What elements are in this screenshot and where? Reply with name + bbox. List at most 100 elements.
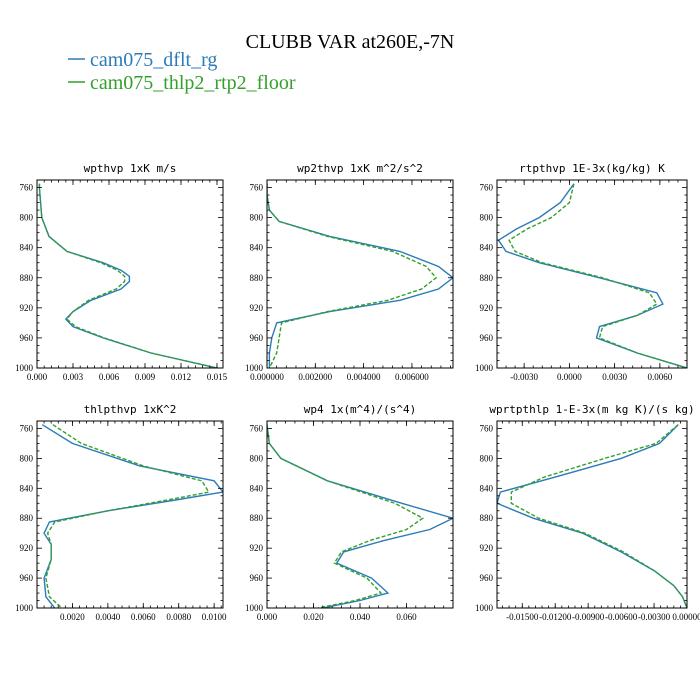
series-line-2 (38, 183, 218, 368)
x-tick-label: 0.0100 (202, 612, 227, 622)
panel-title: wp4 1x(m^4)/(s^4) (304, 403, 417, 416)
panels: wpthvp 1xK m/s76080084088092096010000.00… (15, 162, 700, 622)
series-line-1 (497, 183, 687, 368)
y-tick-label: 880 (250, 513, 264, 523)
legend-label-2: cam075_thlp2_rtp2_floor (90, 72, 296, 94)
x-tick-label: 0.006 (99, 372, 120, 382)
y-tick-label: 1000 (245, 603, 264, 613)
y-tick-label: 920 (250, 303, 264, 313)
y-tick-label: 880 (480, 273, 494, 283)
series-line-1 (41, 424, 223, 608)
y-tick-label: 760 (250, 423, 264, 433)
y-tick-label: 800 (250, 453, 264, 463)
plot-frame (36, 420, 224, 609)
panel-title: wpthvp 1xK m/s (84, 162, 177, 175)
x-tick-label: 0.00000 (672, 612, 700, 622)
legend: cam075_dflt_rg cam075_thlp2_rtp2_floor (68, 49, 296, 94)
y-tick-label: 760 (480, 423, 494, 433)
y-tick-label: 1000 (15, 363, 34, 373)
plot-frame (266, 420, 454, 609)
x-tick-label: 0.003 (63, 372, 84, 382)
x-tick-label: 0.0000 (557, 372, 582, 382)
y-tick-label: 840 (480, 483, 494, 493)
panel-3: rtpthvp 1E-3x(kg/kg) K 760 800 840 880 920 960… (475, 162, 688, 382)
x-tick-label: -0.01200 (539, 612, 572, 622)
plot-frame (266, 179, 454, 369)
y-tick-label: 800 (20, 213, 34, 223)
x-tick-label: 0.015 (207, 372, 228, 382)
plot-frame (496, 179, 688, 369)
panel-title: wprtpthlp 1-E-3x(m kg K)/(s kg) (489, 403, 694, 416)
y-tick-label: 760 (20, 183, 34, 193)
y-tick-label: 760 (480, 183, 494, 193)
x-tick-label: 0.012 (171, 372, 191, 382)
x-tick-label: -0.00300 (638, 612, 671, 622)
y-tick-label: 960 (480, 333, 494, 343)
panel-5: wp4 1x(m^4)/(s^4)76080084088092096010000… (245, 403, 454, 622)
series-line-1 (38, 183, 218, 368)
x-tick-label: 0.002000 (298, 372, 332, 382)
series-line-2 (267, 183, 438, 368)
panel-1: wpthvp 1xK m/s76080084088092096010000.00… (15, 162, 228, 382)
series-line-2 (510, 424, 687, 608)
y-tick-label: 1000 (245, 363, 264, 373)
y-tick-label: 960 (250, 573, 264, 583)
x-tick-label: 0.0040 (95, 612, 120, 622)
series-line-1 (267, 183, 453, 368)
y-tick-label: 800 (20, 453, 34, 463)
x-tick-label: 0.040 (350, 612, 371, 622)
y-tick-label: 840 (250, 483, 264, 493)
x-tick-label: 0.0080 (166, 612, 191, 622)
y-tick-label: 800 (250, 213, 264, 223)
series-line-2 (267, 424, 425, 608)
x-tick-label: 0.004000 (347, 372, 381, 382)
x-tick-label: -0.0030 (510, 372, 538, 382)
x-tick-label: 0.020 (303, 612, 324, 622)
x-tick-label: 0.000 (257, 612, 278, 622)
panel-2: wp2thvp 1xK m^2/s^2 760 800 840 880 920 960 100… (245, 162, 454, 382)
x-tick-label: 0.006000 (395, 372, 429, 382)
y-tick-label: 840 (250, 243, 264, 253)
x-tick-label: 0.009 (135, 372, 156, 382)
y-tick-label: 960 (250, 333, 264, 343)
panel-4: thlpthvp 1xK^2 760 800 840 880 920 960 1000 0.00… (15, 403, 227, 622)
series-line-1 (267, 424, 453, 608)
x-tick-label: 0.000 (27, 372, 48, 382)
y-tick-label: 800 (480, 213, 494, 223)
x-tick-label: -0.00900 (572, 612, 605, 622)
y-tick-label: 880 (20, 273, 34, 283)
panel-title: rtpthvp 1E-3x(kg/kg) K (519, 162, 665, 175)
x-tick-label: 0.0060 (647, 372, 672, 382)
series-line-2 (508, 183, 687, 368)
y-tick-label: 880 (480, 513, 494, 523)
panel-title: wp2thvp 1xK m^2/s^2 (297, 162, 423, 175)
x-tick-label: -0.00600 (605, 612, 638, 622)
y-tick-label: 1000 (475, 363, 494, 373)
x-tick-label: 0.0060 (131, 612, 156, 622)
y-tick-label: 840 (480, 243, 494, 253)
series-line-2 (45, 424, 210, 608)
y-tick-label: 920 (20, 303, 34, 313)
y-tick-label: 920 (480, 543, 494, 553)
y-tick-label: 880 (250, 273, 264, 283)
y-tick-label: 800 (480, 453, 494, 463)
panel-6: wprtpthlp 1-E-3x(m kg K)/(s kg) 760 800 840… (475, 403, 700, 622)
y-tick-label: 760 (20, 423, 34, 433)
figure-title: CLUBB VAR at260E,-7N (246, 31, 455, 53)
y-tick-label: 1000 (15, 603, 34, 613)
y-tick-label: 920 (20, 543, 34, 553)
y-tick-label: 760 (250, 183, 264, 193)
x-tick-label: 0.000000 (250, 372, 284, 382)
plot-frame (496, 420, 688, 609)
panel-title: thlpthvp 1xK^2 (84, 403, 177, 416)
y-tick-label: 960 (20, 573, 34, 583)
y-tick-label: 920 (480, 303, 494, 313)
y-tick-label: 880 (20, 513, 34, 523)
legend-label-1: cam075_dflt_rg (90, 49, 217, 71)
series-line-1 (497, 424, 687, 608)
x-tick-label: 0.0030 (602, 372, 627, 382)
y-tick-label: 960 (20, 333, 34, 343)
y-tick-label: 840 (20, 483, 34, 493)
x-tick-label: 0.0020 (60, 612, 85, 622)
